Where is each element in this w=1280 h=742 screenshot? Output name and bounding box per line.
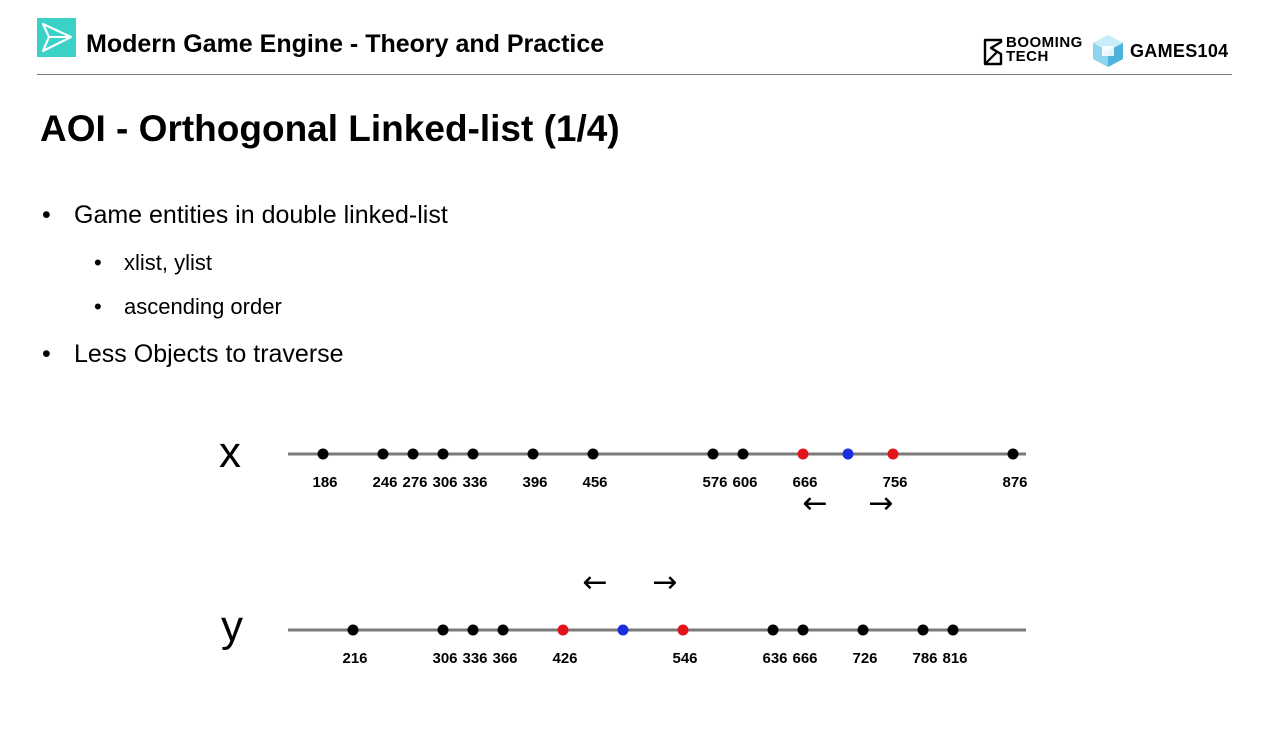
header-divider [37, 74, 1232, 75]
entity-point [587, 448, 599, 460]
tick-label: 246 [372, 474, 397, 491]
entity-point [947, 624, 959, 636]
entity-point [797, 624, 809, 636]
course-logo-icon [37, 18, 76, 57]
tick-label: 306 [432, 474, 457, 491]
tick-label: 726 [852, 650, 877, 667]
tick-label: 666 [792, 474, 817, 491]
right-arrow-icon: → [868, 486, 893, 521]
entity-point [857, 624, 869, 636]
bullet-text: Less Objects to traverse [74, 340, 344, 368]
entity-point [707, 448, 719, 460]
right-arrow-icon: → [652, 565, 677, 600]
entity-point [527, 448, 539, 460]
bullet-dot: • [42, 201, 51, 229]
entity-point [437, 448, 449, 460]
bullet-dot: • [94, 294, 102, 319]
tick-label: 636 [762, 650, 787, 667]
tick-label: 426 [552, 650, 577, 667]
games104-cube-icon [1093, 35, 1123, 67]
tick-label: 366 [492, 650, 517, 667]
entity-point [467, 624, 479, 636]
aoi-boundary-point [677, 624, 689, 636]
bullet-text: ascending order [124, 294, 282, 319]
tick-label: 816 [942, 650, 967, 667]
tick-label: 876 [1002, 474, 1027, 491]
booming-tech-icon [983, 38, 1003, 66]
slide-title: AOI - Orthogonal Linked-list (1/4) [40, 108, 620, 149]
left-arrow-icon: ← [802, 486, 827, 521]
tick-label: 216 [342, 650, 367, 667]
xlist-axis: x 186 246 276 306 336 396 456 576 606 666 756 876 ← → [219, 428, 1028, 521]
tick-label: 306 [432, 650, 457, 667]
course-title: Modern Game Engine - Theory and Practice [86, 30, 605, 58]
tick-label: 456 [582, 474, 607, 491]
left-arrow-icon: ← [582, 565, 607, 600]
entity-point [467, 448, 479, 460]
games104-logo: GAMES104 [1092, 34, 1234, 68]
entity-point [437, 624, 449, 636]
entity-point [917, 624, 929, 636]
axis-name-label: y [221, 602, 243, 651]
entity-point [377, 448, 389, 460]
tick-label: 576 [702, 474, 727, 491]
axis-name-label: x [219, 428, 241, 477]
tick-label: 396 [522, 474, 547, 491]
aoi-boundary-point [887, 448, 899, 460]
tick-label: 186 [312, 474, 337, 491]
player-center-point [617, 624, 629, 636]
entity-point [767, 624, 779, 636]
bullet-dot: • [42, 340, 51, 368]
booming-tech-logo: BOOMING TECH [982, 34, 1083, 68]
entity-point [317, 448, 329, 460]
ylist-axis: y 216 306 336 366 426 546 636 666 726 786 816 ← → [221, 565, 1026, 667]
entity-point [1007, 448, 1019, 460]
slide-header: Modern Game Engine - Theory and Practice… [0, 0, 1280, 76]
tick-label: 756 [882, 474, 907, 491]
booming-line2: TECH [1006, 48, 1049, 65]
tick-label: 666 [792, 650, 817, 667]
entity-point [497, 624, 509, 636]
aoi-boundary-point [557, 624, 569, 636]
bullet-dot: • [94, 250, 102, 275]
tick-label: 786 [912, 650, 937, 667]
booming-line1: BOOMING [1006, 34, 1083, 51]
entity-point [347, 624, 359, 636]
bullet-text: Game entities in double linked-list [74, 201, 448, 229]
tick-label: 336 [462, 474, 487, 491]
games104-label: GAMES104 [1130, 41, 1229, 61]
entity-point [407, 448, 419, 460]
bullet-text: xlist, ylist [124, 250, 212, 275]
tick-label: 606 [732, 474, 757, 491]
entity-point [737, 448, 749, 460]
aoi-boundary-point [797, 448, 809, 460]
tick-label: 336 [462, 650, 487, 667]
tick-label: 276 [402, 474, 427, 491]
tick-label: 546 [672, 650, 697, 667]
player-center-point [842, 448, 854, 460]
